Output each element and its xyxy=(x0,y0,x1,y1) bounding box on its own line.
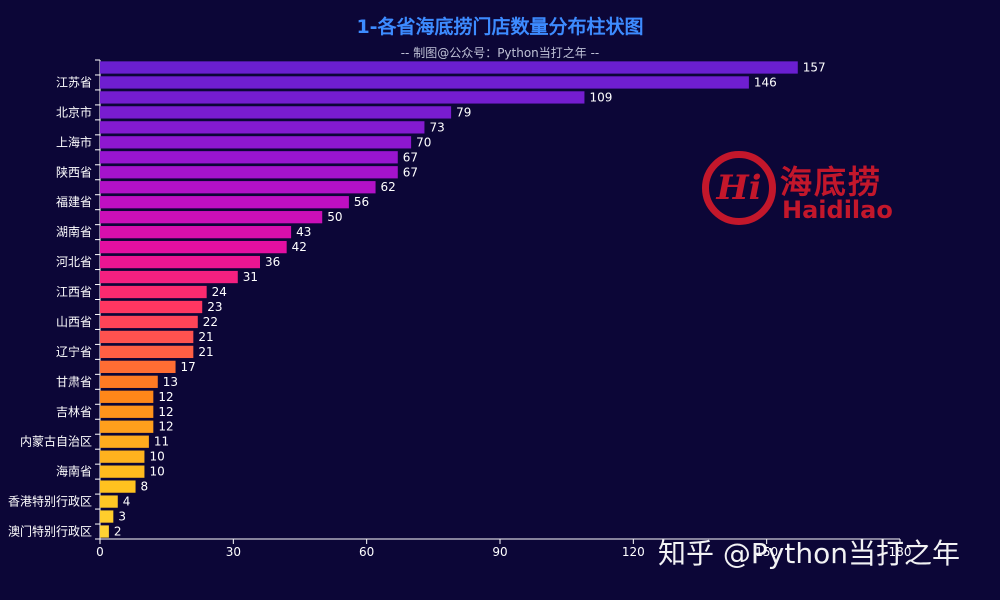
bar-value-label: 23 xyxy=(207,300,222,314)
bar-value-label: 22 xyxy=(203,315,218,329)
y-tick-label: 内蒙古自治区 xyxy=(20,434,92,449)
bar-4 xyxy=(100,121,425,134)
y-tick-label: 香港特别行政区 xyxy=(8,494,92,509)
y-tick-label: 澳门特别行政区 xyxy=(8,524,92,539)
y-tick-label: 陕西省 xyxy=(56,164,92,179)
y-tick-label: 甘肃省 xyxy=(56,375,92,389)
x-tick-label: 30 xyxy=(226,545,241,559)
bar-16 xyxy=(100,300,203,314)
x-tick-label: 180 xyxy=(889,545,912,559)
bar-7 xyxy=(100,166,398,179)
bar-5 xyxy=(100,136,412,149)
bar-1 xyxy=(100,76,749,89)
bar-15 xyxy=(100,285,207,299)
x-tick-label: 90 xyxy=(492,545,507,559)
bar-14 xyxy=(100,270,238,284)
x-tick-label: 0 xyxy=(96,545,104,559)
bar-30 xyxy=(100,510,114,523)
chart-title: 1-各省海底捞门店数量分布柱状图 xyxy=(356,16,644,38)
logo-english-name: Haidilao xyxy=(782,196,893,224)
y-tick-label: 福建省 xyxy=(56,194,92,209)
y-tick-label: 江苏省 xyxy=(56,75,92,89)
bar-31 xyxy=(100,525,109,538)
bar-value-label: 10 xyxy=(149,465,164,479)
x-tick-label: 120 xyxy=(622,545,645,559)
y-tick-label: 上海市 xyxy=(56,134,92,149)
bar-value-label: 62 xyxy=(381,180,396,194)
bar-value-label: 146 xyxy=(754,75,777,89)
haidilao-logo-icon: Hi xyxy=(702,151,776,225)
bar-value-label: 42 xyxy=(292,240,307,254)
bar-value-label: 43 xyxy=(296,225,311,239)
y-tick-label: 北京市 xyxy=(56,104,92,119)
bar-value-label: 50 xyxy=(327,210,342,224)
bar-value-label: 4 xyxy=(123,495,131,509)
bar-value-label: 157 xyxy=(803,60,826,74)
bar-value-label: 2 xyxy=(114,525,122,539)
logo-chinese-name: 海底捞 xyxy=(780,163,883,201)
bar-10 xyxy=(100,211,323,224)
bar-value-label: 3 xyxy=(118,510,126,524)
bar-value-label: 67 xyxy=(403,165,418,179)
y-tick-label: 河北省 xyxy=(56,255,92,269)
bar-value-label: 31 xyxy=(243,270,258,284)
y-tick-label: 山西省 xyxy=(56,315,92,329)
bar-value-label: 13 xyxy=(163,375,178,389)
bar-value-label: 17 xyxy=(181,360,196,374)
bar-17 xyxy=(100,315,198,329)
bar-29 xyxy=(100,495,118,508)
bar-value-label: 56 xyxy=(354,195,369,209)
bar-0 xyxy=(100,61,798,74)
chart-subtitle: -- 制图@公众号：Python当打之年 -- xyxy=(400,46,600,60)
y-tick-label: 海南省 xyxy=(56,464,92,479)
y-tick-label: 江西省 xyxy=(56,285,92,299)
bar-value-label: 67 xyxy=(403,150,418,164)
bar-6 xyxy=(100,151,398,164)
bar-value-label: 12 xyxy=(158,390,173,404)
bar-3 xyxy=(100,106,452,119)
bar-22 xyxy=(100,390,154,403)
y-tick-label: 辽宁省 xyxy=(56,344,92,359)
bar-18 xyxy=(100,330,194,344)
bar-value-label: 21 xyxy=(198,330,213,344)
watermark: 知乎 @Python当打之年 xyxy=(658,537,960,570)
bar-13 xyxy=(100,255,260,269)
x-tick-label: 60 xyxy=(359,545,374,559)
x-tick-label: 150 xyxy=(755,545,778,559)
bar-23 xyxy=(100,405,154,418)
bar-19 xyxy=(100,345,194,359)
bar-12 xyxy=(100,240,287,254)
bar-2 xyxy=(100,91,585,104)
y-tick-label: 湖南省 xyxy=(56,224,92,239)
bar-26 xyxy=(100,450,145,463)
bar-24 xyxy=(100,420,154,433)
bar-20 xyxy=(100,360,176,373)
bar-8 xyxy=(100,181,376,194)
bar-value-label: 8 xyxy=(141,480,149,494)
bar-value-label: 79 xyxy=(456,105,471,119)
bar-value-label: 73 xyxy=(429,120,444,134)
bar-21 xyxy=(100,375,158,388)
bar-value-label: 70 xyxy=(416,135,431,149)
bar-value-label: 24 xyxy=(212,285,227,299)
bar-value-label: 12 xyxy=(158,405,173,419)
bar-value-label: 36 xyxy=(265,255,280,269)
bar-value-label: 10 xyxy=(149,450,164,464)
y-tick-label: 吉林省 xyxy=(56,405,92,419)
bar-value-label: 12 xyxy=(158,420,173,434)
bar-value-label: 21 xyxy=(198,345,213,359)
bar-25 xyxy=(100,435,149,448)
bar-value-label: 11 xyxy=(154,435,169,449)
bar-9 xyxy=(100,196,349,209)
bar-value-label: 109 xyxy=(589,90,612,104)
bar-28 xyxy=(100,480,136,493)
bar-11 xyxy=(100,226,292,239)
bar-27 xyxy=(100,465,145,478)
